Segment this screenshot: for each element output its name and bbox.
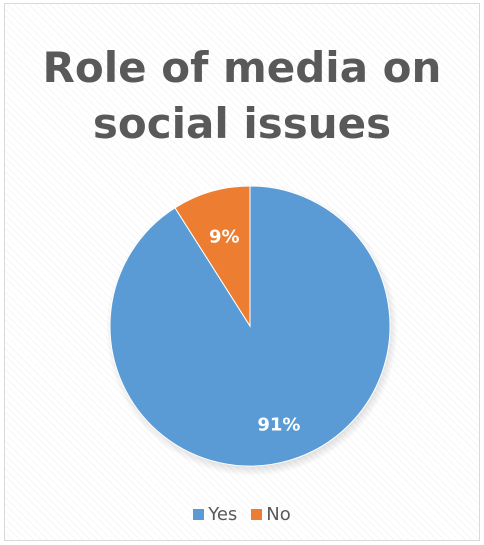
pie-slice-no <box>174 185 251 328</box>
pie-slices <box>109 185 391 467</box>
legend-swatch-yes <box>193 509 205 520</box>
data-label-yes: 91% <box>257 414 300 435</box>
chart-title-line-1: Role of media on <box>42 43 442 92</box>
legend-entry-no: No <box>251 504 291 525</box>
legend-entry-yes: Yes <box>193 504 237 525</box>
legend-swatch-no <box>251 509 263 520</box>
legend-label-no: No <box>266 504 291 525</box>
chart-area: Role of media on social issues 91% 9% Yes… <box>4 3 480 541</box>
legend: Yes No <box>5 504 479 525</box>
chart-title: Role of media on social issues <box>5 40 479 152</box>
legend-label-yes: Yes <box>208 504 238 525</box>
pie-chart: 91% 9% <box>106 184 398 476</box>
chart-title-line-2: social issues <box>92 99 392 148</box>
pie-data-labels: 91% 9% <box>209 226 301 435</box>
data-label-no: 9% <box>209 226 240 247</box>
